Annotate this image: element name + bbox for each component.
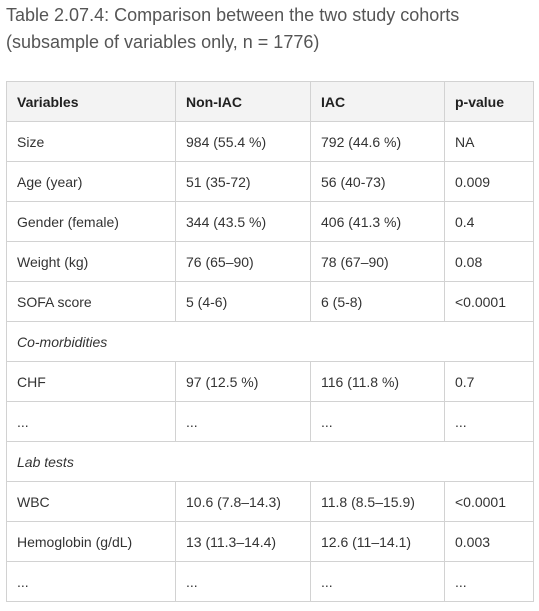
section-label: Co-morbidities [6, 321, 534, 362]
cell-variable: Hemoglobin (g/dL) [6, 521, 176, 562]
table-row: WBC 10.6 (7.8–14.3) 11.8 (8.5–15.9) <0.0001 [6, 481, 534, 522]
cell-p-value: 0.009 [444, 161, 534, 202]
cell-variable: CHF [6, 361, 176, 402]
cell-variable: Size [6, 121, 176, 162]
header-non-iac: Non-IAC [175, 81, 311, 122]
cell-p-value: NA [444, 121, 534, 162]
table-row: Gender (female) 344 (43.5 %) 406 (41.3 %) 0… [6, 201, 534, 242]
cell-iac: 11.8 (8.5–15.9) [310, 481, 445, 522]
cell-non-iac: ... [175, 401, 311, 442]
table-row: Size 984 (55.4 %) 792 (44.6 %) NA [6, 121, 534, 162]
cell-non-iac: 51 (35-72) [175, 161, 311, 202]
cell-variable: SOFA score [6, 281, 176, 322]
cell-p-value: 0.08 [444, 241, 534, 282]
cell-p-value: <0.0001 [444, 481, 534, 522]
cell-p-value: 0.4 [444, 201, 534, 242]
header-iac: IAC [310, 81, 445, 122]
cell-non-iac: 10.6 (7.8–14.3) [175, 481, 311, 522]
cell-non-iac: 5 (4-6) [175, 281, 311, 322]
cell-iac: 78 (67–90) [310, 241, 445, 282]
cell-iac: 12.6 (11–14.1) [310, 521, 445, 562]
caption-line-2: (subsample of variables only, n = 1776) [6, 32, 320, 52]
cell-non-iac: 76 (65–90) [175, 241, 311, 282]
cell-non-iac: 984 (55.4 %) [175, 121, 311, 162]
cell-variable: ... [6, 561, 176, 602]
cell-iac: ... [310, 401, 445, 442]
cell-iac: 56 (40-73) [310, 161, 445, 202]
cell-variable: ... [6, 401, 176, 442]
cell-variable: Gender (female) [6, 201, 176, 242]
cell-p-value: 0.003 [444, 521, 534, 562]
cell-iac: 792 (44.6 %) [310, 121, 445, 162]
header-p-value: p-value [444, 81, 534, 122]
table-header: Variables Non-IAC IAC p-value [6, 81, 534, 122]
section-row: Co-morbidities [6, 321, 534, 362]
section-row: Lab tests [6, 441, 534, 482]
table-row: ............ [6, 561, 534, 602]
table-body: Size 984 (55.4 %) 792 (44.6 %) NA Age (year)… [6, 121, 534, 602]
cell-iac: 116 (11.8 %) [310, 361, 445, 402]
cell-variable: Weight (kg) [6, 241, 176, 282]
cohort-comparison-table: Variables Non-IAC IAC p-value Size 984 (5… [6, 81, 534, 602]
cell-non-iac: 344 (43.5 %) [175, 201, 311, 242]
cell-p-value: ... [444, 561, 534, 602]
cell-non-iac: 97 (12.5 %) [175, 361, 311, 402]
cell-p-value: ... [444, 401, 534, 442]
cell-iac: 406 (41.3 %) [310, 201, 445, 242]
table-row: SOFA score 5 (4-6) 6 (5-8) <0.0001 [6, 281, 534, 322]
section-label: Lab tests [6, 441, 534, 482]
header-variables: Variables [6, 81, 176, 122]
cell-non-iac: 13 (11.3–14.4) [175, 521, 311, 562]
cell-p-value: 0.7 [444, 361, 534, 402]
table-row: ............ [6, 401, 534, 442]
cell-iac: 6 (5-8) [310, 281, 445, 322]
table-row: Hemoglobin (g/dL) 13 (11.3–14.4) 12.6 (11–… [6, 521, 534, 562]
header-row: Variables Non-IAC IAC p-value [6, 81, 534, 122]
table-caption: Table 2.07.4: Comparison between the two… [6, 2, 531, 56]
caption-line-1: Table 2.07.4: Comparison between the two… [6, 5, 460, 25]
table-row: CHF 97 (12.5 %) 116 (11.8 %) 0.7 [6, 361, 534, 402]
table-row: Weight (kg) 76 (65–90) 78 (67–90) 0.08 [6, 241, 534, 282]
cell-p-value: <0.0001 [444, 281, 534, 322]
cell-variable: WBC [6, 481, 176, 522]
cell-variable: Age (year) [6, 161, 176, 202]
table-row: Age (year) 51 (35-72) 56 (40-73) 0.009 [6, 161, 534, 202]
cell-non-iac: ... [175, 561, 311, 602]
cell-iac: ... [310, 561, 445, 602]
